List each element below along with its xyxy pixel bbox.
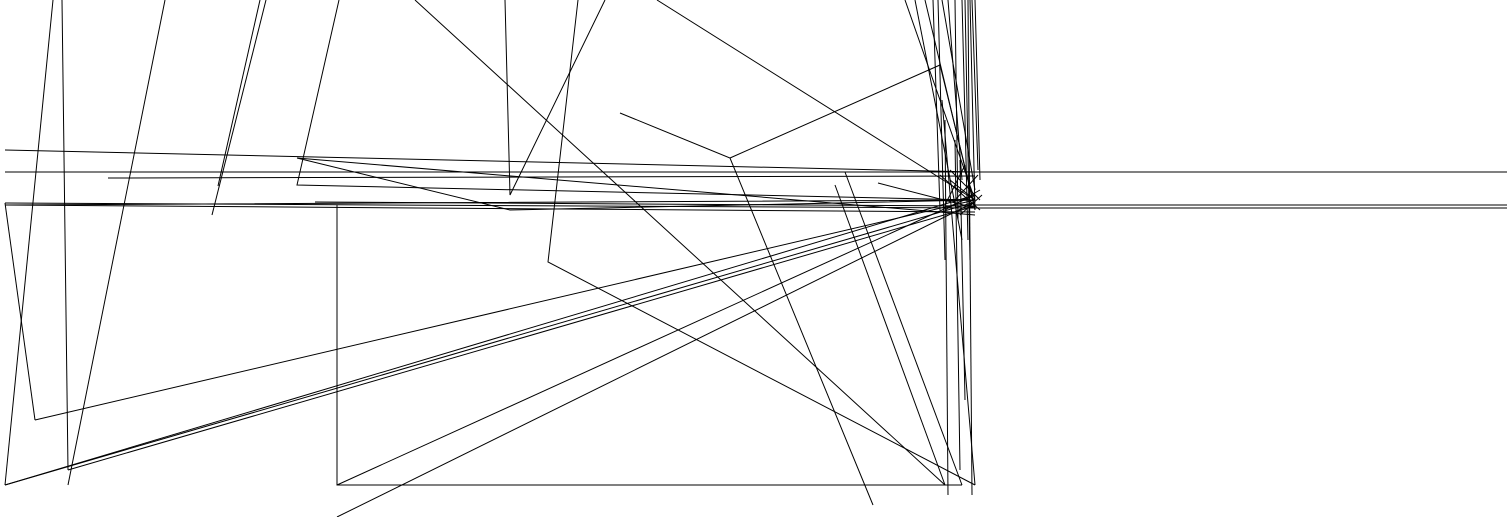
stroke-line [971,0,979,171]
stroke-line [67,205,976,471]
stroke-line [949,179,976,201]
stroke-line [504,0,606,196]
stroke-line [944,189,981,211]
stroke-line [67,0,166,486]
stroke-line [959,159,966,401]
stroke-line [336,194,976,486]
stroke-line [947,0,963,181]
stroke-line [932,0,941,211]
stroke-line [877,182,976,209]
stroke-line [4,194,976,486]
stroke-line [954,139,961,471]
stroke-line [941,99,976,486]
stroke-line [61,0,69,471]
stroke-line [547,0,976,486]
stroke-line [296,157,976,211]
stroke-line [4,0,54,486]
stroke-line [4,204,976,213]
stroke-line [967,0,973,496]
stroke-line [949,169,981,201]
stroke-line [959,194,983,216]
stroke-line [336,205,962,486]
stroke-line [961,0,969,241]
stroke-line [937,0,946,261]
stroke-line [656,0,976,201]
stroke-line [954,0,959,221]
stroke-line [844,171,963,486]
stroke-line [4,199,976,421]
stroke-line [834,184,946,486]
stroke-line [4,202,36,421]
stroke-line [914,0,963,241]
stroke-line [729,64,976,209]
stroke-line [296,157,976,216]
stroke-line [4,201,976,486]
stroke-line [944,164,966,206]
stroke-line [964,0,971,261]
stroke-line [296,0,976,201]
stroke-line [904,0,976,201]
stroke-line [969,0,976,211]
stroke-line [4,149,976,173]
stroke-line [954,174,979,201]
stroke-line [211,0,267,216]
stroke-line [217,0,261,187]
stroke-line [939,174,981,211]
stroke-line [974,0,981,181]
stroke-line [944,119,949,496]
stroke-line [336,201,976,517]
stroke-line [107,175,976,179]
stroke-line [414,0,946,486]
